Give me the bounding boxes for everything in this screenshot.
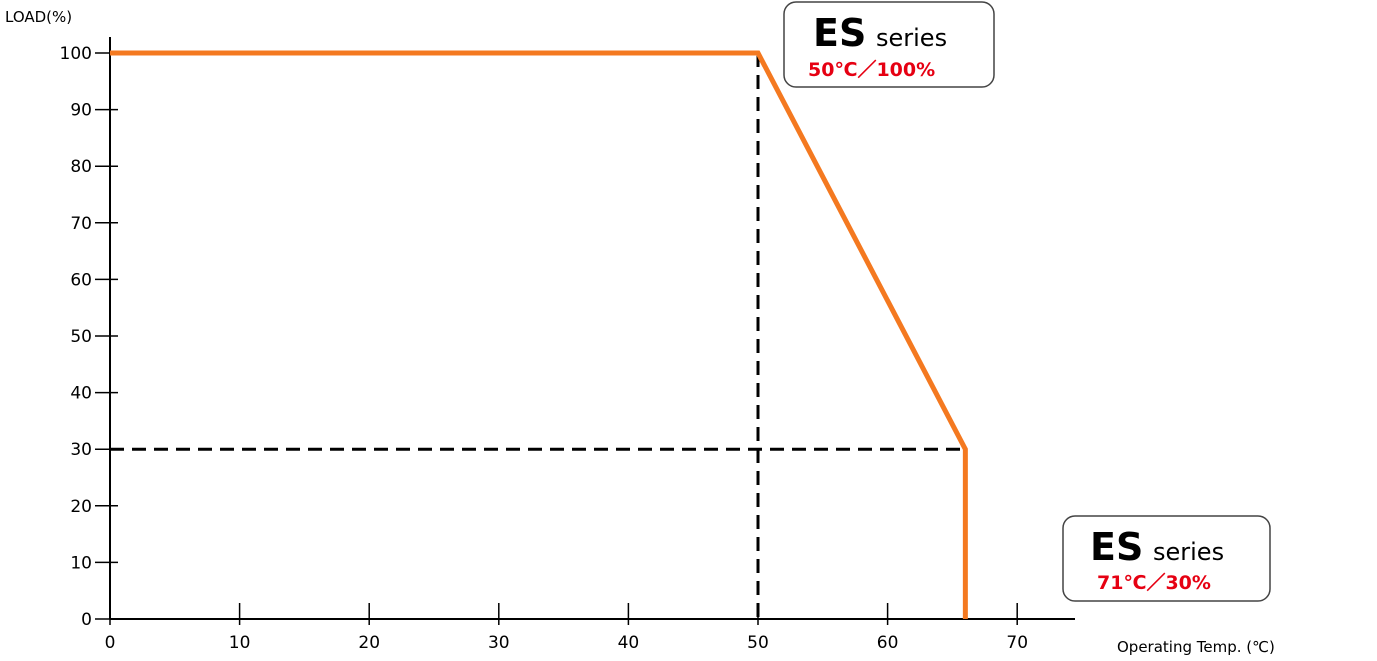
y-tick-label: 10 — [70, 553, 92, 573]
y-tick-label: 0 — [81, 610, 92, 630]
annotation-badge-1-value: 50℃／100% — [808, 58, 935, 81]
x-tick-label: 50 — [747, 633, 769, 653]
series-group — [110, 50, 968, 619]
axes: 0 10 20 30 40 50 60 70 80 90 100 0 10 20 30 40 50 60 70 — [60, 37, 1075, 653]
y-tick-label: 20 — [70, 497, 92, 517]
annotation-badge-2-logo: ES — [1090, 525, 1143, 569]
x-tick-label: 70 — [1006, 633, 1028, 653]
x-axis-title: Operating Temp. (℃) — [1117, 638, 1275, 656]
annotation-badge-2-value: 71℃／30% — [1097, 571, 1211, 594]
y-tick-label: 40 — [70, 384, 92, 404]
y-tick-label: 70 — [70, 214, 92, 234]
x-tick-label: 60 — [877, 633, 899, 653]
x-tick-label: 20 — [358, 633, 380, 653]
annotation-badge-1-series: series — [876, 24, 947, 52]
y-tick-label: 90 — [70, 101, 92, 121]
x-tick-label: 40 — [618, 633, 640, 653]
annotation-badge-2-box — [1062, 515, 1271, 602]
annotation-badge-2: ES series 71℃／30% — [1062, 515, 1271, 602]
annotation-badge-1-box — [783, 1, 995, 88]
annotation-badge-1: ES series 50℃／100% — [783, 1, 995, 88]
y-tick-label: 80 — [70, 157, 92, 177]
annotation-badge-1-logo: ES — [813, 11, 866, 55]
y-tick-label: 50 — [70, 327, 92, 347]
y-tick-label: 60 — [70, 270, 92, 290]
series-line-1 — [110, 50, 968, 619]
x-tick-label: 0 — [105, 633, 116, 653]
reference-lines — [110, 53, 966, 619]
y-tick-label: 30 — [70, 440, 92, 460]
x-tick-label: 10 — [229, 633, 251, 653]
y-axis-title: LOAD(%) — [5, 8, 72, 26]
annotation-badge-2-series: series — [1153, 538, 1224, 566]
x-tick-label: 30 — [488, 633, 510, 653]
y-tick-label: 100 — [60, 44, 92, 64]
